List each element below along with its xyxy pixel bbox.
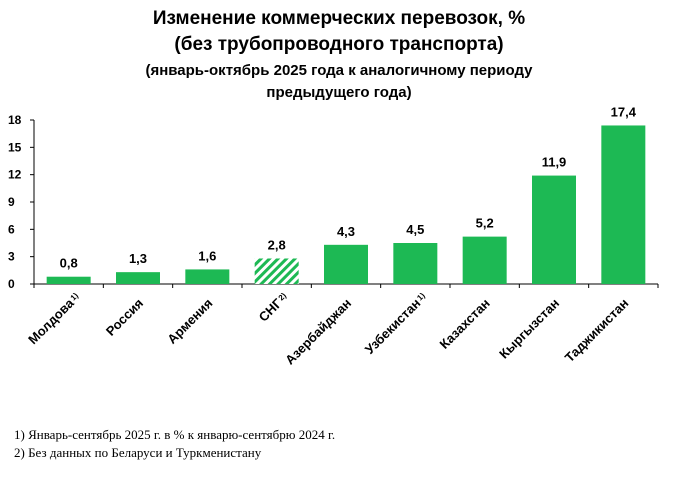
y-tick-label: 18 [8, 113, 22, 127]
data-label: 2,8 [268, 237, 286, 252]
y-tick-label: 0 [8, 277, 15, 291]
data-label: 1,3 [129, 251, 147, 266]
category-footnote-mark: 1) [69, 291, 81, 303]
category-footnote-mark: 1) [415, 291, 427, 303]
category-label: Азербайджан [282, 296, 354, 368]
category-label: Россия [103, 296, 146, 339]
category-label: Казахстан [437, 296, 493, 352]
category-label: Молдова [25, 295, 77, 347]
bar-8 [532, 175, 576, 284]
category-footnote-mark: 2) [277, 291, 289, 303]
category-label: Таджикистан [562, 296, 632, 366]
y-tick-label: 12 [8, 168, 22, 182]
data-label: 17,4 [611, 104, 637, 119]
category-label: Узбекистан [362, 296, 424, 358]
chart-subtitle-line-2: предыдущего года) [266, 84, 412, 101]
category-label: Кыргызстан [496, 296, 562, 362]
bar-3 [185, 269, 230, 284]
bar-1 [46, 276, 91, 284]
bar-9 [601, 125, 646, 284]
data-label: 5,2 [476, 216, 494, 231]
chart-title-line-1: Изменение коммерческих перевозок, % [152, 8, 526, 29]
data-label: 1,6 [198, 248, 216, 263]
y-tick-label: 6 [8, 222, 15, 236]
category-label: Армения [164, 296, 215, 347]
bar-5 [324, 244, 368, 284]
footnote-1: 1) Январь-сентябрь 2025 г. в % к январю-… [14, 427, 336, 442]
chart-title-line-2: (без трубопроводного транспорта) [174, 34, 504, 55]
data-label: 4,3 [337, 224, 355, 239]
y-tick-label: 3 [8, 250, 15, 264]
bar-2 [116, 272, 160, 284]
bar-4 [254, 258, 299, 284]
data-label: 11,9 [542, 155, 567, 170]
bar-7 [462, 236, 507, 284]
y-tick-label: 15 [8, 140, 22, 154]
data-label: 4,5 [406, 222, 424, 237]
chart-subtitle-line-1: (январь-октябрь 2025 года к аналогичному… [145, 62, 533, 79]
data-label: 0,8 [60, 256, 78, 271]
bar-6 [393, 243, 438, 284]
y-tick-label: 9 [8, 195, 15, 209]
footnote-2: 2) Без данных по Беларуси и Туркменистан… [14, 445, 262, 460]
